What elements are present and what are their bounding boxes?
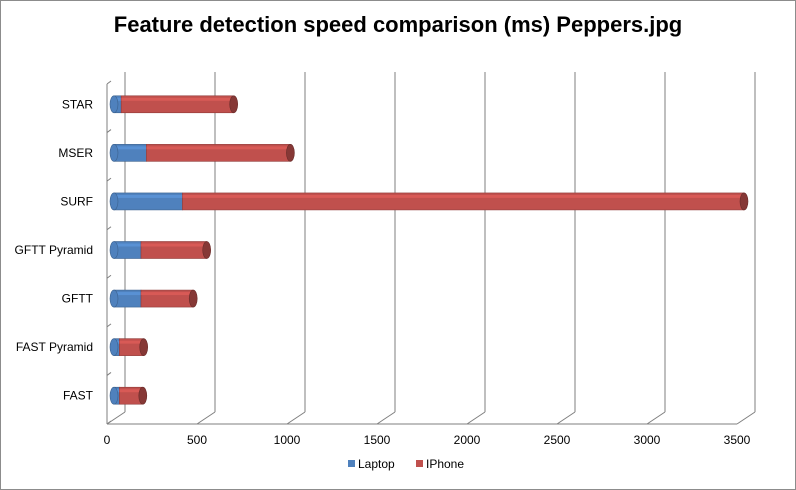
- floor-gridline-3000: [646, 411, 666, 425]
- x-tick-label-500: 500: [187, 433, 207, 447]
- bar-iphone-mser-cap: [286, 144, 295, 162]
- bar-laptop-surf-start-cap: [109, 192, 119, 211]
- legend-label-laptop: Laptop: [358, 457, 395, 471]
- y-tick-mark: [106, 420, 112, 425]
- bar-iphone-gftt-cap: [188, 289, 198, 308]
- bar-laptop-mser-highlight: [114, 146, 147, 150]
- category-label-gftt: GFTT: [62, 292, 94, 306]
- floor-gridline-1500: [376, 411, 396, 425]
- bar-iphone-star-cap: [229, 95, 238, 114]
- x-tick-label-3500: 3500: [724, 433, 751, 447]
- bar-iphone-mser-highlight: [146, 146, 291, 150]
- category-label-fast: FAST: [63, 389, 94, 403]
- x-tick-label-2000: 2000: [454, 433, 481, 447]
- floor-gridline-1000: [286, 411, 306, 425]
- bar-laptop-surf: [109, 192, 183, 211]
- chart-title: Feature detection speed comparison (ms) …: [113, 12, 683, 37]
- bar-iphone-fast-highlight: [119, 389, 143, 393]
- category-label-surf: SURF: [60, 194, 93, 208]
- bar-laptop-fast: [109, 386, 120, 405]
- bar-iphone-fast-pyramid: [119, 338, 148, 356]
- bar-laptop-star: [109, 95, 122, 114]
- bar-iphone-gftt-pyramid-highlight: [141, 243, 207, 247]
- y-tick-mark: [106, 129, 112, 133]
- bar-iphone-fast-cap: [138, 386, 148, 405]
- bar-laptop-fast-pyramid: [109, 338, 120, 356]
- bar-laptop-star-highlight: [114, 97, 122, 101]
- x-tick-label-1000: 1000: [274, 433, 301, 447]
- bar-laptop-gftt: [109, 289, 142, 308]
- x-tick-label-3000: 3000: [634, 433, 661, 447]
- bar-laptop-gftt-pyramid-start-cap: [109, 241, 119, 259]
- legend-label-iphone: IPhone: [426, 457, 464, 471]
- legend-swatch-iphone: [416, 460, 423, 467]
- y-tick-mark: [106, 274, 112, 279]
- bar-iphone-fast: [119, 386, 148, 405]
- category-label-gftt-pyramid: GFTT Pyramid: [15, 243, 93, 257]
- bar-iphone-fast-pyramid-highlight: [119, 340, 144, 344]
- floor-gridline-2000: [466, 411, 486, 425]
- floor-gridline-3500: [736, 411, 756, 425]
- floor-gridline-2500: [556, 411, 576, 425]
- bar-laptop-star-start-cap: [109, 95, 119, 114]
- bar-laptop-gftt-start-cap: [109, 289, 119, 308]
- y-tick-mark: [106, 323, 112, 328]
- bar-iphone-gftt-highlight: [141, 292, 194, 296]
- y-tick-mark: [106, 372, 112, 376]
- bar-laptop-fast-start-cap: [109, 386, 119, 405]
- bar-iphone-surf-highlight: [182, 194, 744, 198]
- bar-iphone-star-highlight: [121, 97, 234, 101]
- bar-laptop-mser: [109, 144, 147, 162]
- floor-gridline-500: [196, 411, 216, 425]
- y-tick-mark: [106, 226, 112, 231]
- y-tick-mark: [106, 177, 112, 182]
- category-label-mser: MSER: [58, 146, 93, 160]
- bar-iphone-surf: [182, 192, 749, 211]
- x-tick-label-1500: 1500: [364, 433, 391, 447]
- bar-iphone-mser: [146, 144, 295, 162]
- legend-swatch-laptop: [348, 460, 355, 467]
- y-tick-mark: [106, 80, 112, 85]
- bar-iphone-gftt-pyramid: [140, 241, 211, 259]
- bar-iphone-surf-cap: [739, 192, 749, 211]
- x-tick-label-0: 0: [104, 433, 111, 447]
- bar-iphone-fast-pyramid-cap: [139, 338, 148, 356]
- x-tick-label-2500: 2500: [544, 433, 571, 447]
- bar-iphone-star: [120, 95, 238, 114]
- bar-laptop-mser-start-cap: [109, 144, 119, 162]
- category-label-fast-pyramid: FAST Pyramid: [16, 340, 93, 354]
- bar-laptop-gftt-pyramid: [109, 241, 142, 259]
- bar-laptop-fast-pyramid-start-cap: [109, 338, 119, 356]
- bar-laptop-surf-highlight: [114, 194, 183, 198]
- category-label-star: STAR: [62, 97, 93, 111]
- bar-iphone-gftt: [140, 289, 198, 308]
- bar-iphone-gftt-pyramid-cap: [202, 241, 211, 259]
- bar-laptop-gftt-pyramid-highlight: [114, 243, 141, 247]
- bar-laptop-gftt-highlight: [114, 292, 141, 296]
